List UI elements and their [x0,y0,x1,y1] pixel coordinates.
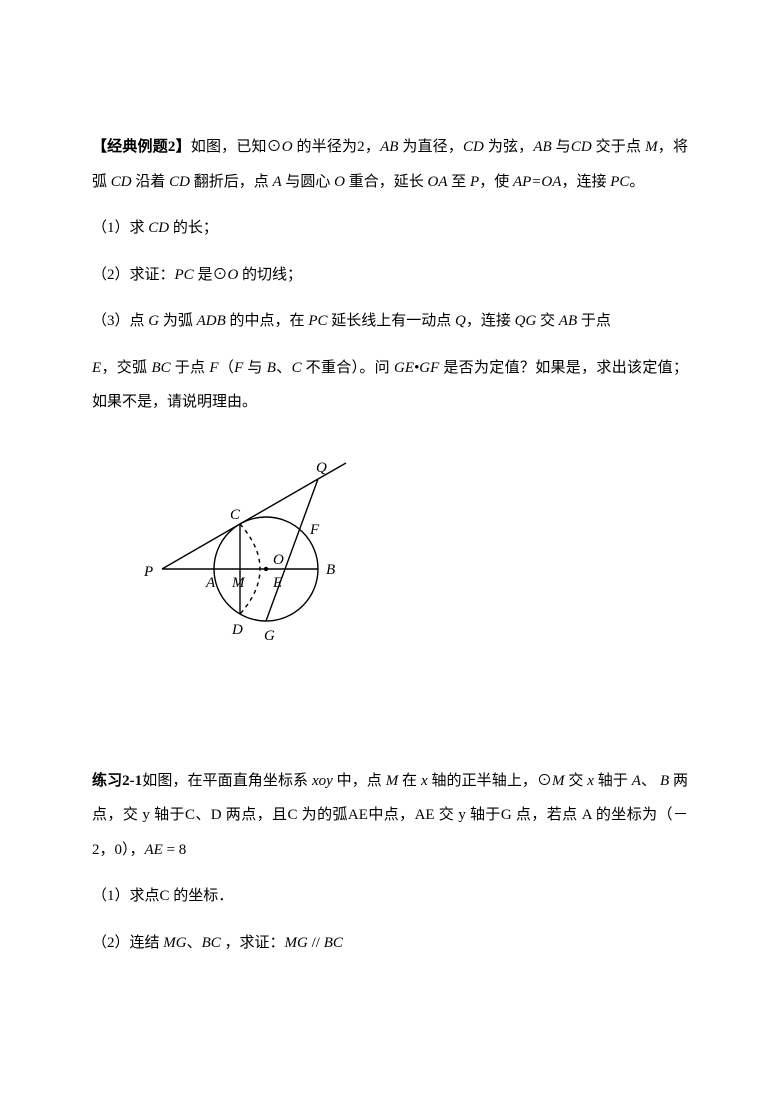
svg-text:C: C [230,507,241,523]
svg-text:G: G [264,628,275,644]
problem2-q3b: E，交弧 BC 于点 F（F 与 B、C 不重合）。问 GE•GF 是否为定值？… [92,351,688,420]
practice-title: 练习2-1 [92,773,142,789]
svg-text:O: O [273,552,284,568]
practice-q1: （1）求点C 的坐标． [92,879,688,914]
svg-text:D: D [231,622,243,638]
svg-text:E: E [272,575,282,591]
svg-text:B: B [326,562,335,578]
problem2-intro: 【经典例题2】如图，已知⊙O 的半径为2，AB 为直径，CD 为弦，AB 与CD… [92,130,688,199]
practice-q2: （2）连结 MG、BC ，求证：MG // BC [92,926,688,961]
svg-text:F: F [309,522,320,538]
geometry-svg: O A B M C D P Q F E G [106,434,376,674]
problem2-q1: （1）求 CD 的长； [92,211,688,246]
geometry-figure: O A B M C D P Q F E G [92,434,688,674]
problem2-title: 【经典例题2】 [92,139,191,155]
svg-text:Q: Q [316,460,327,476]
problem2-q3a: （3）点 G 为弧 ADB 的中点，在 PC 延长线上有一动点 Q，连接 QG … [92,304,688,339]
problem2-q2: （2）求证：PC 是⊙O 的切线； [92,258,688,293]
svg-text:P: P [143,564,153,580]
svg-text:M: M [231,575,246,591]
svg-text:A: A [205,575,216,591]
practice-intro: 练习2-1如图，在平面直角坐标系 xoy 中，点 M 在 x 轴的正半轴上，⊙M… [92,764,688,868]
